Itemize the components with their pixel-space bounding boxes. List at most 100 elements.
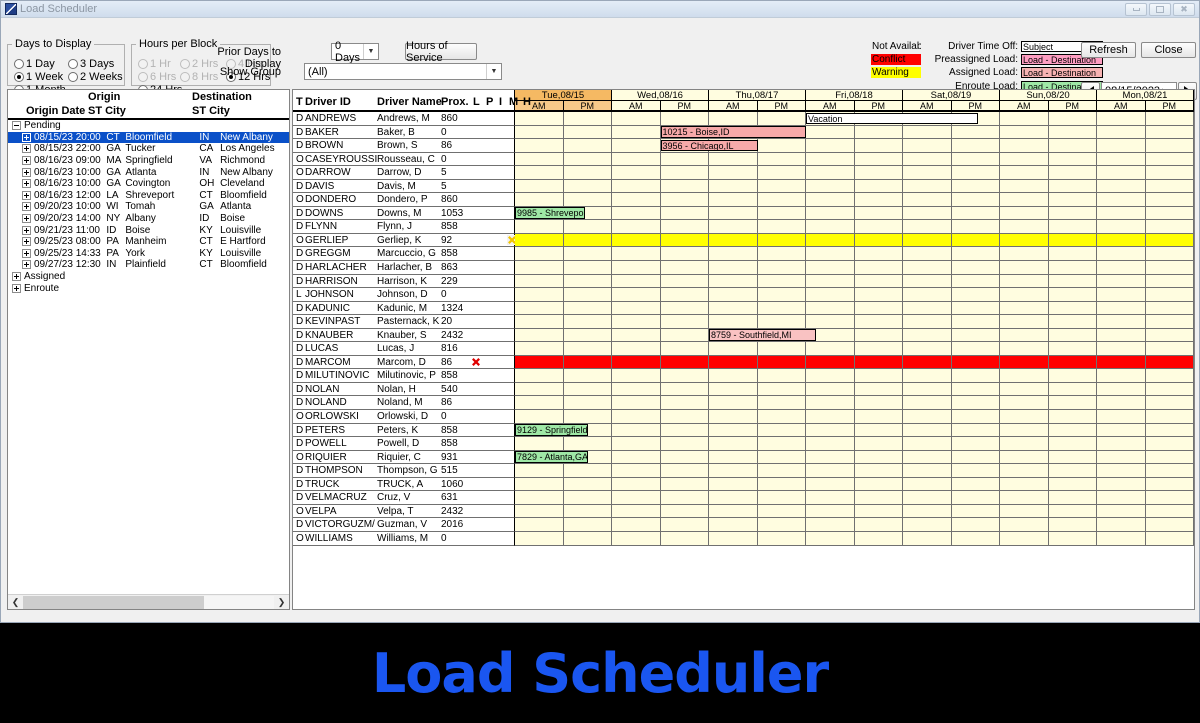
schedule-cell[interactable]: [709, 233, 758, 247]
driver-cell[interactable]: D TRUCK TRUCK, A 1060: [293, 477, 515, 492]
schedule-cell[interactable]: [709, 518, 758, 531]
day-column-header[interactable]: Thu,08/17 AM PM: [709, 90, 806, 112]
schedule-cell[interactable]: [806, 152, 855, 166]
schedule-cell[interactable]: [515, 220, 564, 233]
schedule-cell[interactable]: [951, 382, 1000, 396]
schedule-cell[interactable]: [854, 410, 903, 423]
schedule-cell[interactable]: [1145, 220, 1194, 233]
schedule-cell[interactable]: [709, 193, 758, 206]
schedule-cell[interactable]: [1097, 437, 1146, 450]
schedule-cell[interactable]: [806, 315, 855, 328]
schedule-cell[interactable]: [1097, 531, 1146, 545]
schedule-cell[interactable]: [757, 531, 806, 545]
schedule-cell[interactable]: [854, 491, 903, 504]
schedule-cell[interactable]: [854, 125, 903, 139]
schedule-row-cells[interactable]: 9985 - Shreveport,LA: [515, 206, 1194, 221]
schedule-cell[interactable]: [903, 179, 952, 193]
schedule-cell[interactable]: [1097, 261, 1146, 274]
schedule-cell[interactable]: [757, 193, 806, 206]
driver-cell[interactable]: O ORLOWSKI Orlowski, D 0: [293, 410, 515, 424]
schedule-cell[interactable]: [709, 274, 758, 288]
list-item[interactable]: 08/15/23 20:00 CT Bloomfield IN New Alba…: [8, 131, 289, 144]
schedule-cell[interactable]: [660, 274, 709, 288]
schedule-cell[interactable]: [903, 315, 952, 328]
schedule-cell[interactable]: [757, 315, 806, 328]
schedule-cell[interactable]: [951, 261, 1000, 274]
schedule-cell[interactable]: [515, 504, 564, 518]
driver-cell[interactable]: O VELPA Velpa, T 2432: [293, 504, 515, 519]
schedule-cell[interactable]: [903, 247, 952, 261]
schedule-cell[interactable]: [951, 328, 1000, 342]
schedule-cell[interactable]: [806, 288, 855, 301]
schedule-cell[interactable]: [806, 450, 855, 464]
schedule-cell[interactable]: [563, 261, 612, 274]
schedule-cell[interactable]: [1048, 382, 1097, 396]
schedule-cell[interactable]: [1048, 112, 1097, 125]
schedule-cell[interactable]: [1048, 450, 1097, 464]
schedule-cell[interactable]: [951, 139, 1000, 152]
schedule-cell[interactable]: [757, 288, 806, 301]
schedule-cell[interactable]: [951, 423, 1000, 437]
schedule-cell[interactable]: [1000, 531, 1049, 545]
schedule-cell[interactable]: [806, 437, 855, 450]
day-column-header[interactable]: Mon,08/21 AM PM: [1097, 90, 1194, 112]
schedule-row-cells[interactable]: [515, 220, 1194, 234]
schedule-cell[interactable]: [1048, 315, 1097, 328]
schedule-row-cells[interactable]: [515, 166, 1194, 180]
driver-cell[interactable]: D BAKER Baker, B 0: [293, 125, 515, 140]
driver-cell[interactable]: D MARCOM Marcom, D 86: [293, 355, 515, 370]
schedule-cell[interactable]: [1048, 328, 1097, 342]
schedule-row-cells[interactable]: [515, 504, 1194, 519]
load-list-body[interactable]: Pending 08/15/23 20:00 CT Bloomfield IN …: [8, 120, 289, 594]
driver-cell[interactable]: D ANDREWS Andrews, M 860: [293, 112, 515, 126]
driver-cell[interactable]: O RIQUIER Riquier, C 931: [293, 450, 515, 465]
schedule-cell[interactable]: [854, 152, 903, 166]
schedule-cell[interactable]: [515, 491, 564, 504]
schedule-cell[interactable]: [806, 464, 855, 477]
schedule-cell[interactable]: [903, 504, 952, 518]
schedule-cell[interactable]: [806, 166, 855, 179]
table-row[interactable]: D HARLACHER Harlacher, B 863: [293, 261, 1194, 275]
day-column-header[interactable]: Sat,08/19 AM PM: [903, 90, 1000, 112]
schedule-cell[interactable]: [1097, 233, 1146, 247]
schedule-cell[interactable]: [1097, 369, 1146, 382]
schedule-cell[interactable]: [903, 518, 952, 531]
schedule-row-cells[interactable]: [515, 301, 1194, 316]
schedule-cell[interactable]: [806, 274, 855, 288]
schedule-cell[interactable]: [709, 477, 758, 491]
schedule-cell[interactable]: [757, 464, 806, 477]
schedule-cell[interactable]: [806, 423, 855, 437]
table-row[interactable]: D KADUNIC Kadunic, M 1324: [293, 301, 1194, 316]
maximize-icon[interactable]: [1149, 2, 1171, 16]
driver-cell[interactable]: D DOWNS Downs, M 1053: [293, 206, 515, 221]
table-row[interactable]: O GERLIEP Gerliep, K 92: [293, 233, 1194, 248]
schedule-cell[interactable]: [903, 477, 952, 491]
table-row[interactable]: O ORLOWSKI Orlowski, D 0: [293, 410, 1194, 424]
schedule-cell[interactable]: [1048, 396, 1097, 410]
schedule-cell[interactable]: [903, 206, 952, 220]
table-row[interactable]: O WILLIAMS Williams, M 0: [293, 531, 1194, 546]
schedule-cell[interactable]: [1097, 139, 1146, 152]
schedule-cell[interactable]: [1145, 518, 1194, 531]
schedule-cell[interactable]: [951, 233, 1000, 247]
schedule-cell[interactable]: [709, 369, 758, 382]
schedule-cell[interactable]: [660, 491, 709, 504]
schedule-cell[interactable]: [1000, 396, 1049, 410]
schedule-cell[interactable]: [612, 220, 661, 233]
schedule-cell[interactable]: [563, 342, 612, 355]
schedule-cell[interactable]: [1000, 166, 1049, 179]
schedule-cell[interactable]: [951, 220, 1000, 233]
schedule-cell[interactable]: [563, 437, 612, 450]
schedule-cell[interactable]: [757, 261, 806, 274]
schedule-cell[interactable]: [1145, 491, 1194, 504]
schedule-cell[interactable]: [903, 220, 952, 233]
schedule-cell[interactable]: [951, 437, 1000, 450]
schedule-row-cells[interactable]: 10215 - Boise,ID: [515, 125, 1194, 140]
schedule-row-cells[interactable]: [515, 288, 1194, 302]
driver-cell[interactable]: O DONDERO Dondero, P 860: [293, 193, 515, 207]
schedule-cell[interactable]: [660, 315, 709, 328]
schedule-cell[interactable]: [612, 491, 661, 504]
list-item[interactable]: 09/20/23 10:00 WI Tomah GA Atlanta: [8, 201, 289, 213]
schedule-row-cells[interactable]: [515, 518, 1194, 532]
schedule-cell[interactable]: [903, 450, 952, 464]
